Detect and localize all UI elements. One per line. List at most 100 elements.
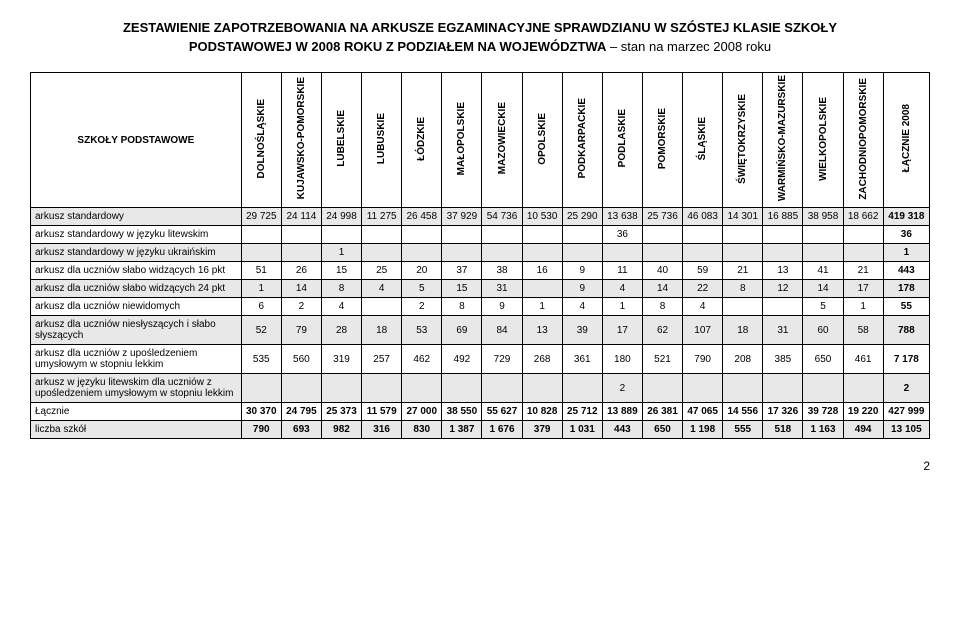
cell: 8	[723, 280, 763, 298]
cell: 18 662	[843, 208, 883, 226]
cell: 257	[362, 345, 402, 374]
cell: 37 929	[442, 208, 482, 226]
cell	[642, 374, 682, 403]
cell: 27 000	[402, 403, 442, 421]
cell: 38	[482, 262, 522, 280]
cell: 26 458	[402, 208, 442, 226]
table-row: arkusz dla uczniów z upośledzeniem umysł…	[31, 345, 930, 374]
page-title: ZESTAWIENIE ZAPOTRZEBOWANIA NA ARKUSZE E…	[30, 20, 930, 35]
cell: 107	[683, 316, 723, 345]
cell: 492	[442, 345, 482, 374]
cell	[522, 244, 562, 262]
cell: 560	[281, 345, 321, 374]
cell	[763, 244, 803, 262]
cell: 14 556	[723, 403, 763, 421]
cell: 6	[241, 298, 281, 316]
cell: 7 178	[883, 345, 929, 374]
cell: 1	[321, 244, 361, 262]
row-label: arkusz standardowy w języku litewskim	[31, 226, 242, 244]
cell	[723, 226, 763, 244]
row-label: arkusz standardowy	[31, 208, 242, 226]
cell	[562, 244, 602, 262]
cell: 361	[562, 345, 602, 374]
cell: 521	[642, 345, 682, 374]
cell: 208	[723, 345, 763, 374]
cell: 385	[763, 345, 803, 374]
cell: 17	[843, 280, 883, 298]
col-header: ZACHODNIOPOMORSKIE	[843, 73, 883, 208]
cell: 379	[522, 421, 562, 439]
cell: 830	[402, 421, 442, 439]
col-header: POMORSKIE	[642, 73, 682, 208]
cell	[843, 226, 883, 244]
table-row: Łącznie30 37024 79525 37311 57927 00038 …	[31, 403, 930, 421]
cell	[803, 244, 843, 262]
corner-header: SZKOŁY PODSTAWOWE	[31, 73, 242, 208]
cell: 788	[883, 316, 929, 345]
cell	[522, 280, 562, 298]
col-header: PODKARPACKIE	[562, 73, 602, 208]
cell: 13 638	[602, 208, 642, 226]
cell	[723, 374, 763, 403]
cell: 25 373	[321, 403, 361, 421]
subtitle-bold: PODSTAWOWEJ W 2008 ROKU Z PODZIAŁEM NA W…	[189, 39, 606, 54]
cell: 178	[883, 280, 929, 298]
cell: 180	[602, 345, 642, 374]
cell	[442, 226, 482, 244]
cell	[803, 226, 843, 244]
cell: 54 736	[482, 208, 522, 226]
cell: 10 530	[522, 208, 562, 226]
cell	[281, 374, 321, 403]
cell: 790	[241, 421, 281, 439]
cell: 25 736	[642, 208, 682, 226]
cell: 13	[522, 316, 562, 345]
cell: 10 828	[522, 403, 562, 421]
cell: 1 198	[683, 421, 723, 439]
cell	[402, 244, 442, 262]
cell: 26	[281, 262, 321, 280]
data-table: SZKOŁY PODSTAWOWE DOLNOŚLĄSKIE KUJAWSKO-…	[30, 72, 930, 439]
cell	[241, 374, 281, 403]
cell: 555	[723, 421, 763, 439]
cell: 1	[843, 298, 883, 316]
cell: 51	[241, 262, 281, 280]
cell: 16	[522, 262, 562, 280]
cell: 2	[883, 374, 929, 403]
cell: 40	[642, 262, 682, 280]
cell: 28	[321, 316, 361, 345]
cell: 443	[602, 421, 642, 439]
cell: 2	[281, 298, 321, 316]
cell	[362, 226, 402, 244]
col-header: DOLNOŚLĄSKIE	[241, 73, 281, 208]
cell: 8	[642, 298, 682, 316]
table-row: arkusz w języku litewskim dla uczniów z …	[31, 374, 930, 403]
cell: 650	[803, 345, 843, 374]
row-label: arkusz standardowy w języku ukraińskim	[31, 244, 242, 262]
cell: 982	[321, 421, 361, 439]
cell: 5	[402, 280, 442, 298]
cell	[281, 244, 321, 262]
cell: 24 795	[281, 403, 321, 421]
cell: 13	[763, 262, 803, 280]
cell	[803, 374, 843, 403]
cell	[602, 244, 642, 262]
cell: 14	[281, 280, 321, 298]
cell	[442, 244, 482, 262]
cell: 1 387	[442, 421, 482, 439]
row-label: Łącznie	[31, 403, 242, 421]
cell: 30 370	[241, 403, 281, 421]
cell: 24 998	[321, 208, 361, 226]
cell: 9	[562, 280, 602, 298]
cell	[522, 374, 562, 403]
cell: 11 579	[362, 403, 402, 421]
cell	[683, 374, 723, 403]
cell: 14 301	[723, 208, 763, 226]
cell: 17 326	[763, 403, 803, 421]
cell	[522, 226, 562, 244]
row-label: arkusz dla uczniów niesłyszących i słabo…	[31, 316, 242, 345]
cell	[843, 244, 883, 262]
cell	[482, 244, 522, 262]
cell: 13 889	[602, 403, 642, 421]
cell: 22	[683, 280, 723, 298]
cell: 1 676	[482, 421, 522, 439]
